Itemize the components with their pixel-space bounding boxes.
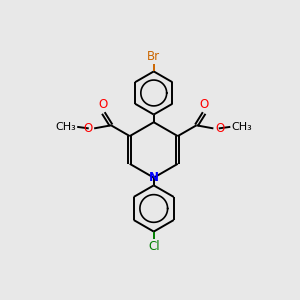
Text: CH₃: CH₃ [232, 122, 253, 132]
Text: O: O [215, 122, 224, 135]
Text: N: N [149, 171, 159, 184]
Text: Cl: Cl [148, 240, 160, 253]
Text: O: O [200, 98, 209, 112]
Text: CH₃: CH₃ [55, 122, 76, 132]
Text: O: O [83, 122, 93, 135]
Text: Br: Br [147, 50, 160, 63]
Text: O: O [99, 98, 108, 112]
